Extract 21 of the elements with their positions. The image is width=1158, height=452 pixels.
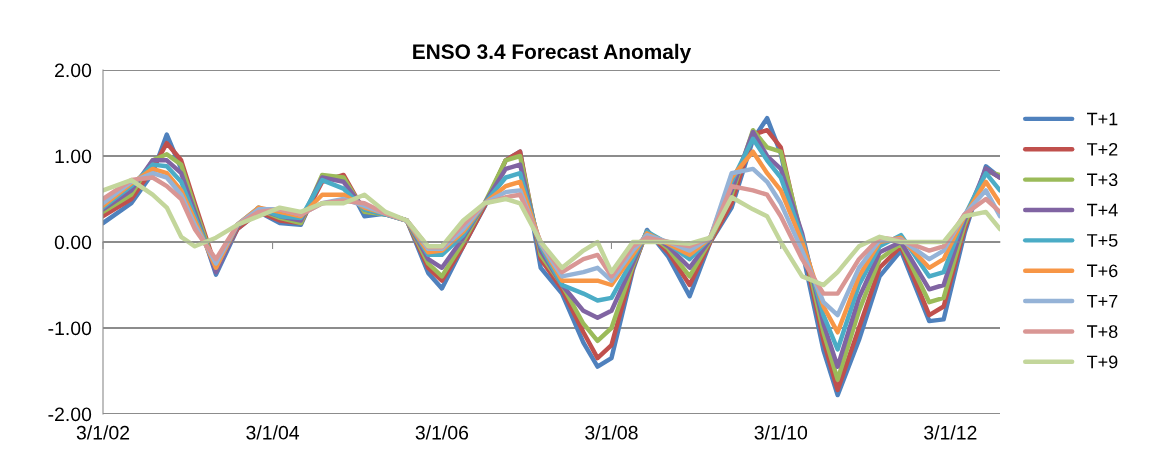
x-tick-label: 3/1/12 [924,425,977,440]
chart-title: ENSO 3.4 Forecast Anomaly [413,43,692,64]
legend-label: T+3 [1087,173,1118,187]
y-tick-label: -2.00 [48,407,92,422]
y-tick-label: 0.00 [54,235,92,250]
y-tick-label: -1.00 [48,321,92,336]
legend-label: T+5 [1087,234,1118,247]
x-tick-label: 3/1/02 [76,425,130,440]
x-tick-label: 3/1/04 [246,425,300,440]
y-tick-label: 1.00 [55,149,92,164]
legend-label: T+9 [1087,355,1118,369]
y-tick-label: 2.00 [55,63,92,78]
x-tick-label: 3/1/08 [585,425,638,440]
legend-label: T+6 [1087,264,1118,278]
legend-label: T+7 [1087,294,1118,308]
x-tick-label: 3/1/10 [754,425,808,440]
legend-label: T+8 [1087,325,1118,338]
legend-label: T+1 [1087,112,1118,126]
legend-label: T+2 [1087,142,1118,156]
x-tick-label: 3/1/06 [415,425,469,440]
legend-label: T+4 [1087,203,1118,217]
